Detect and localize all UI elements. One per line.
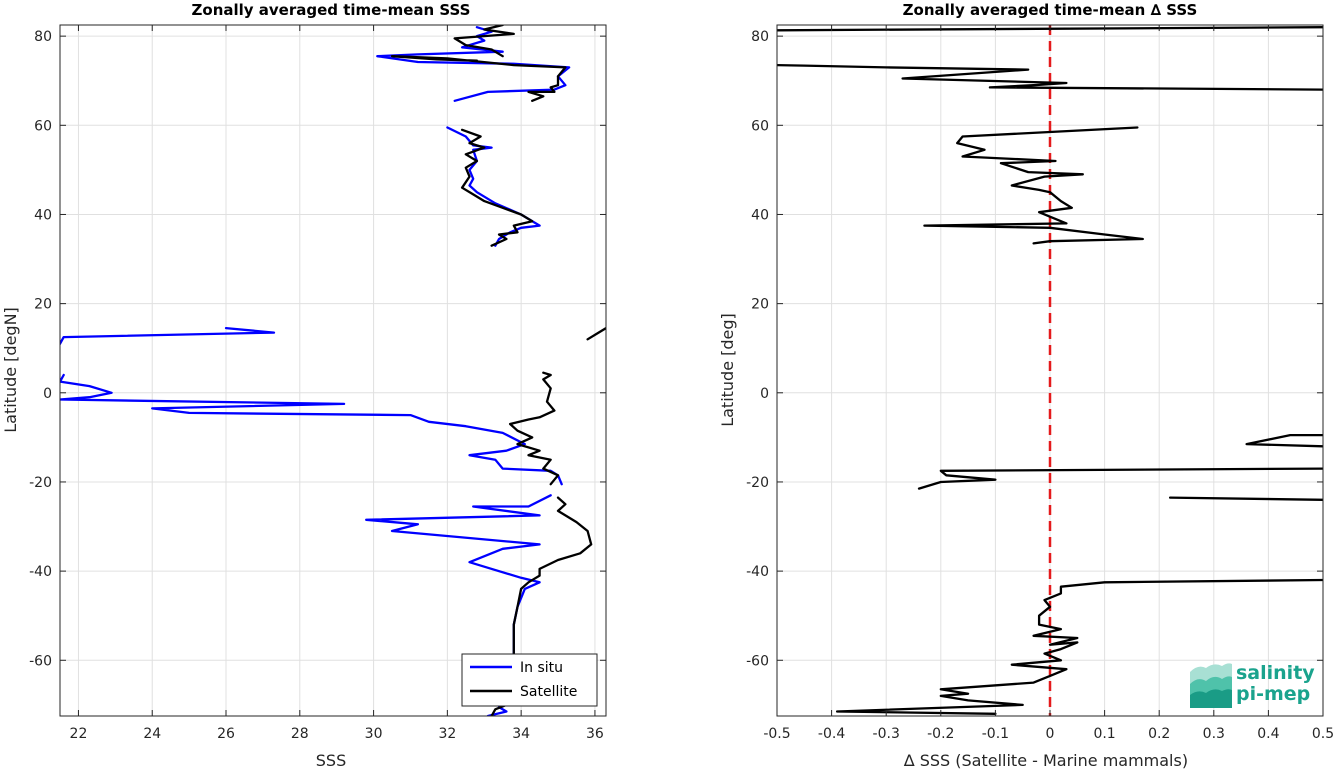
series-line-satellite [460,128,534,247]
y-tick-label: -60 [746,653,769,669]
series-line-series-0 [917,467,1323,490]
series-line-satellite [508,371,560,486]
x-tick-label: -0.4 [818,726,845,742]
y-tick-label: 40 [751,207,769,223]
x-tick-label: 0.4 [1257,726,1279,742]
y-tick-label: 0 [43,386,52,402]
x-tick-label: 30 [365,726,383,742]
x-tick-label: 0.5 [1312,726,1334,742]
right-x-axis-label: ∆ SSS (Satellite - Marine mammals) [903,751,1188,769]
series-line-satellite [512,496,593,662]
series-lines [60,25,606,716]
x-tick-label: 22 [70,726,88,742]
x-tick-label: 0 [1046,726,1055,742]
y-tick-label: 80 [751,29,769,45]
salinity-pi-mep-logo: salinity pi-mep [1190,662,1315,708]
left-grid [60,25,606,716]
series-line-in-situ [60,326,276,345]
x-tick-label: -0.3 [873,726,900,742]
x-tick-label: 0.1 [1093,726,1115,742]
x-tick-label: -0.5 [763,726,790,742]
legend-label-in-situ: In situ [520,660,563,676]
series-line-series-0 [1168,496,1323,501]
left-plot-area [60,25,606,716]
logo-wave-icon [1190,663,1232,708]
logo-text-pi-mep: pi-mep [1236,683,1310,705]
legend: In situ Satellite [461,653,598,707]
series-line-series-0 [923,126,1144,245]
legend-box [461,653,598,707]
x-tick-label: 34 [512,726,530,742]
y-tick-label: 60 [34,118,52,134]
y-tick-label: 20 [751,297,769,313]
y-tick-label: -20 [746,475,769,491]
series-line-in-situ [60,373,563,486]
series-line-satellite [390,55,567,102]
x-tick-label: -0.2 [927,726,954,742]
left-axes-box [59,24,607,717]
right-ticks: -0.5 -0.4 -0.3 -0.2 -0.1 0 0.1 0.2 0.3 0.4 0.5 -60 -… [746,25,1334,742]
series-line-in-situ [446,126,541,247]
right-chart-title: Zonally averaged time-mean ∆ SSS [903,1,1198,19]
y-tick-label: -20 [29,475,52,491]
right-chart-panel: -0.5 -0.4 -0.3 -0.2 -0.1 0 0.1 0.2 0.3 0.4 0.5 -60 -… [718,1,1334,769]
series-line-satellite [586,326,606,341]
y-tick-label: -40 [29,564,52,580]
left-chart-panel: 22 24 26 28 30 32 34 36 -60 -40 -20 0 20 40 60 80 Zonal… [1,1,607,769]
series-line-series-0 [777,63,1323,91]
logo-text-salinity: salinity [1236,662,1315,684]
x-tick-label: 0.2 [1148,726,1170,742]
left-x-axis-label: SSS [316,751,346,769]
series-line-in-situ [486,705,508,716]
series-line-series-0 [835,578,1323,715]
left-ticks: 22 24 26 28 30 32 34 36 -60 -40 -20 0 20 40 60 80 [29,25,606,742]
x-tick-label: 24 [143,726,161,742]
series-line-series-0 [1245,433,1323,448]
left-series-group [60,25,606,716]
legend-label-satellite: Satellite [520,684,577,700]
left-y-axis-label: Latitude [degN] [1,307,20,433]
y-tick-label: 40 [34,207,52,223]
y-tick-label: 20 [34,297,52,313]
x-tick-label: -0.1 [982,726,1009,742]
y-tick-label: -40 [746,564,769,580]
left-chart-title: Zonally averaged time-mean SSS [192,1,471,19]
x-tick-label: 26 [217,726,235,742]
series-line-satellite [453,25,515,58]
y-tick-label: 0 [760,386,769,402]
series-line-in-situ [376,26,571,102]
x-tick-label: 36 [586,726,604,742]
x-tick-label: 0.3 [1203,726,1225,742]
right-y-axis-label: Latitude [deg] [718,313,737,427]
y-tick-label: -60 [29,653,52,669]
x-tick-label: 32 [438,726,456,742]
y-tick-label: 60 [751,118,769,134]
y-tick-label: 80 [34,29,52,45]
x-tick-label: 28 [291,726,309,742]
